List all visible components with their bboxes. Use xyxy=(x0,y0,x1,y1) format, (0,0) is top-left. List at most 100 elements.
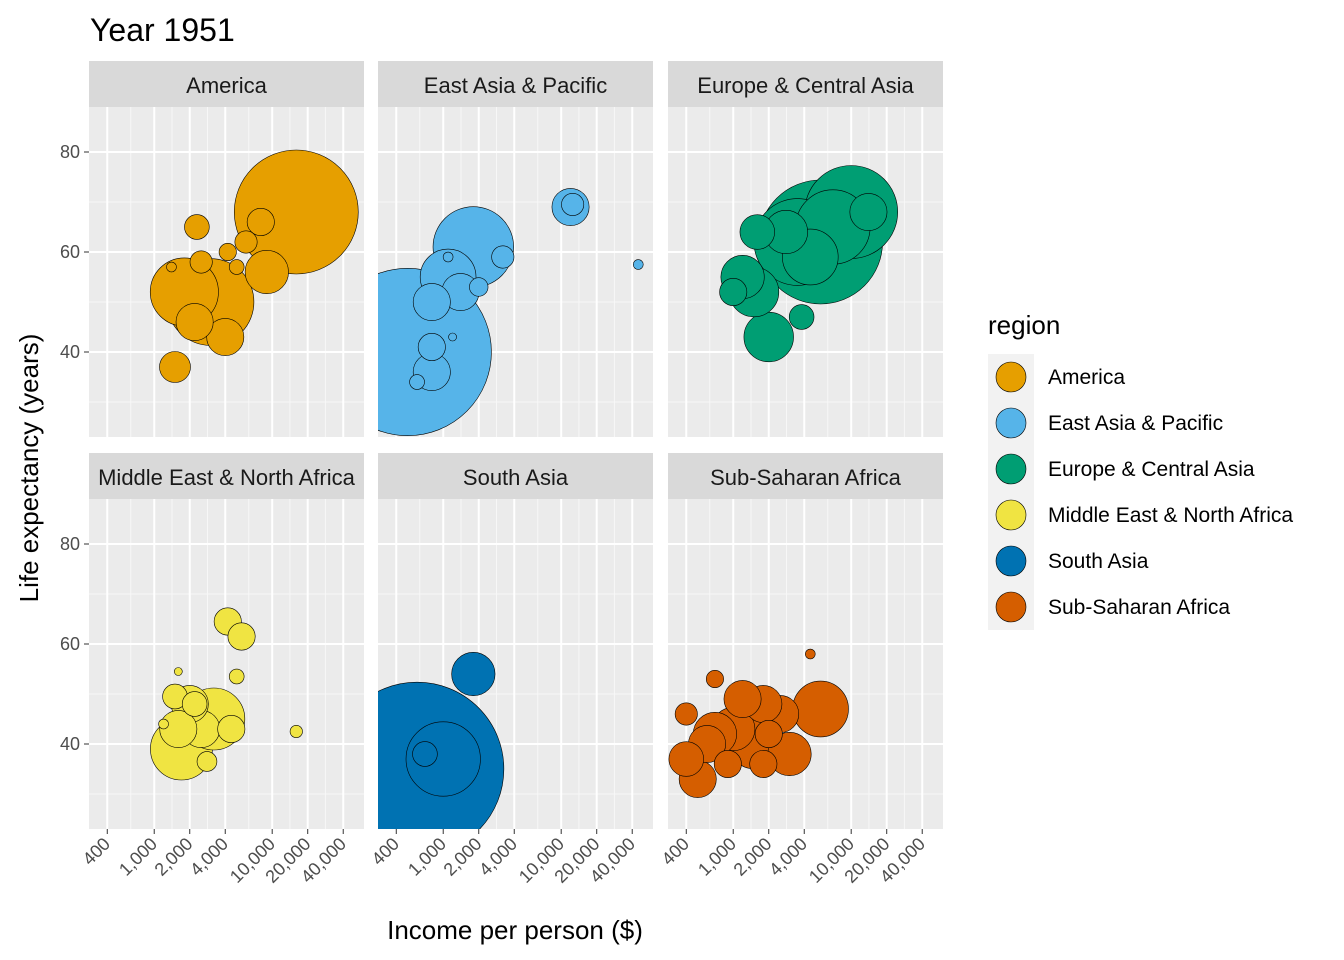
legend-label: Middle East & North Africa xyxy=(1048,504,1293,527)
bubble-south-asia xyxy=(405,721,481,797)
bubble-east-asia-and-pacific xyxy=(561,193,585,216)
legend-label: Sub-Saharan Africa xyxy=(1048,596,1230,619)
bubble-middle-east-and-north-africa xyxy=(158,718,169,730)
facet-panels: America East Asia & Pacific Europe & Centr… xyxy=(89,61,943,829)
facet-middle-east-and-north-africa: Middle East & North Africa xyxy=(89,453,364,829)
legend-label: America xyxy=(1048,366,1125,389)
x-tick-label: 400 xyxy=(368,834,403,869)
legend-swatch xyxy=(995,361,1027,393)
bubble-east-asia-and-pacific xyxy=(409,374,425,390)
bubble-east-asia-and-pacific xyxy=(412,283,451,321)
bubble-america xyxy=(218,243,237,261)
bubbles xyxy=(378,188,644,436)
bubble-america xyxy=(166,261,177,273)
y-tick-label: 60 xyxy=(60,242,80,262)
panel-background xyxy=(89,499,364,829)
bubble-america xyxy=(234,230,258,254)
y-tick-label: 80 xyxy=(60,142,80,162)
facet-strip-label: South Asia xyxy=(463,465,569,490)
bubble-east-asia-and-pacific xyxy=(442,251,454,263)
legend-item-east-asia-and-pacific: East Asia & Pacific xyxy=(988,400,1223,446)
facet-strip xyxy=(378,453,653,499)
facet-strip-label: Europe & Central Asia xyxy=(697,73,914,98)
bubble-sub-saharan-africa xyxy=(668,741,704,777)
bubble-sub-saharan-africa xyxy=(749,750,778,778)
bubble-east-asia-and-pacific xyxy=(417,333,446,361)
bubble-sub-saharan-africa xyxy=(674,702,698,726)
facet-strip xyxy=(668,61,943,107)
bubbles xyxy=(668,648,849,798)
x-tick-label: 2,000 xyxy=(151,834,197,880)
bubble-south-asia xyxy=(451,651,496,696)
facet-sub-saharan-africa: Sub-Saharan Africa xyxy=(668,453,943,829)
legend-item-middle-east-and-north-africa: Middle East & North Africa xyxy=(988,492,1293,538)
bubble-america xyxy=(246,208,275,236)
x-tick-label: 1,000 xyxy=(694,834,740,880)
chart-title: Year 1951 xyxy=(90,12,235,48)
bubble-europe-and-central-asia xyxy=(849,193,888,231)
y-axis-title: Life expectancy (years) xyxy=(14,334,44,603)
bubble-america xyxy=(228,259,245,275)
bubble-east-asia-and-pacific xyxy=(633,259,644,270)
facet-strip-label: Middle East & North Africa xyxy=(98,465,356,490)
bubble-middle-east-and-north-africa xyxy=(289,724,303,738)
legend: region America East Asia & Pacific Europe … xyxy=(988,310,1293,630)
bubble-sub-saharan-africa xyxy=(723,680,762,718)
bubble-south-asia xyxy=(412,741,438,767)
bubble-america xyxy=(244,250,289,295)
legend-swatch xyxy=(995,591,1027,623)
bubble-america xyxy=(184,214,210,240)
bubble-europe-and-central-asia xyxy=(739,214,775,250)
facet-strip xyxy=(89,453,364,499)
x-tick-label: 400 xyxy=(79,834,114,869)
bubble-europe-and-central-asia xyxy=(743,311,794,363)
legend-items: America East Asia & Pacific Europe & Centr… xyxy=(988,354,1293,630)
bubble-sub-saharan-africa xyxy=(754,720,783,748)
bubble-middle-east-and-north-africa xyxy=(228,668,245,685)
legend-item-america: America xyxy=(988,354,1125,400)
gridlines xyxy=(89,499,364,829)
y-tick-label: 40 xyxy=(60,734,80,754)
bubble-middle-east-and-north-africa xyxy=(174,667,183,676)
facet-strip xyxy=(668,453,943,499)
bubble-europe-and-central-asia xyxy=(788,304,815,330)
legend-label: Europe & Central Asia xyxy=(1048,458,1255,481)
bubbles xyxy=(378,651,505,829)
y-axes: 40 60 80 40 60 80 xyxy=(60,142,89,754)
legend-label: East Asia & Pacific xyxy=(1048,412,1223,435)
legend-item-sub-saharan-africa: Sub-Saharan Africa xyxy=(988,584,1230,630)
x-tick-label: 1,000 xyxy=(115,834,161,880)
x-tick-label: 2,000 xyxy=(730,834,776,880)
bubbles xyxy=(719,165,898,363)
x-tick-label: 400 xyxy=(658,834,693,869)
bubble-america xyxy=(206,318,245,356)
bubble-middle-east-and-north-africa xyxy=(227,622,256,651)
bubble-east-asia-and-pacific xyxy=(448,332,457,342)
bubble-sub-saharan-africa xyxy=(805,648,816,660)
facet-strip-label: East Asia & Pacific xyxy=(424,73,607,98)
bubble-middle-east-and-north-africa xyxy=(196,751,218,772)
bubble-middle-east-and-north-africa xyxy=(217,715,246,743)
bubble-sub-saharan-africa xyxy=(705,670,724,688)
facet-strip xyxy=(89,61,364,107)
y-tick-label: 40 xyxy=(60,342,80,362)
bubble-sub-saharan-africa xyxy=(713,750,742,778)
facet-strip-label: America xyxy=(186,73,267,98)
x-tick-label: 2,000 xyxy=(440,834,486,880)
bubble-middle-east-and-north-africa xyxy=(159,710,198,748)
legend-swatch xyxy=(995,453,1027,485)
bubble-america xyxy=(159,351,191,383)
legend-label: South Asia xyxy=(1048,550,1149,573)
bubble-middle-east-and-north-africa xyxy=(181,691,208,717)
bubble-east-asia-and-pacific xyxy=(469,277,489,297)
bubble-america xyxy=(189,250,213,274)
bubble-europe-and-central-asia xyxy=(719,278,748,306)
facet-strip-label: Sub-Saharan Africa xyxy=(710,465,902,490)
facet-east-asia-and-pacific: East Asia & Pacific xyxy=(378,61,653,437)
bubbles xyxy=(150,607,303,781)
legend-swatch xyxy=(995,545,1027,577)
facet-strip xyxy=(378,61,653,107)
x-tick-label: 1,000 xyxy=(404,834,450,880)
facet-south-asia: South Asia xyxy=(378,453,653,829)
